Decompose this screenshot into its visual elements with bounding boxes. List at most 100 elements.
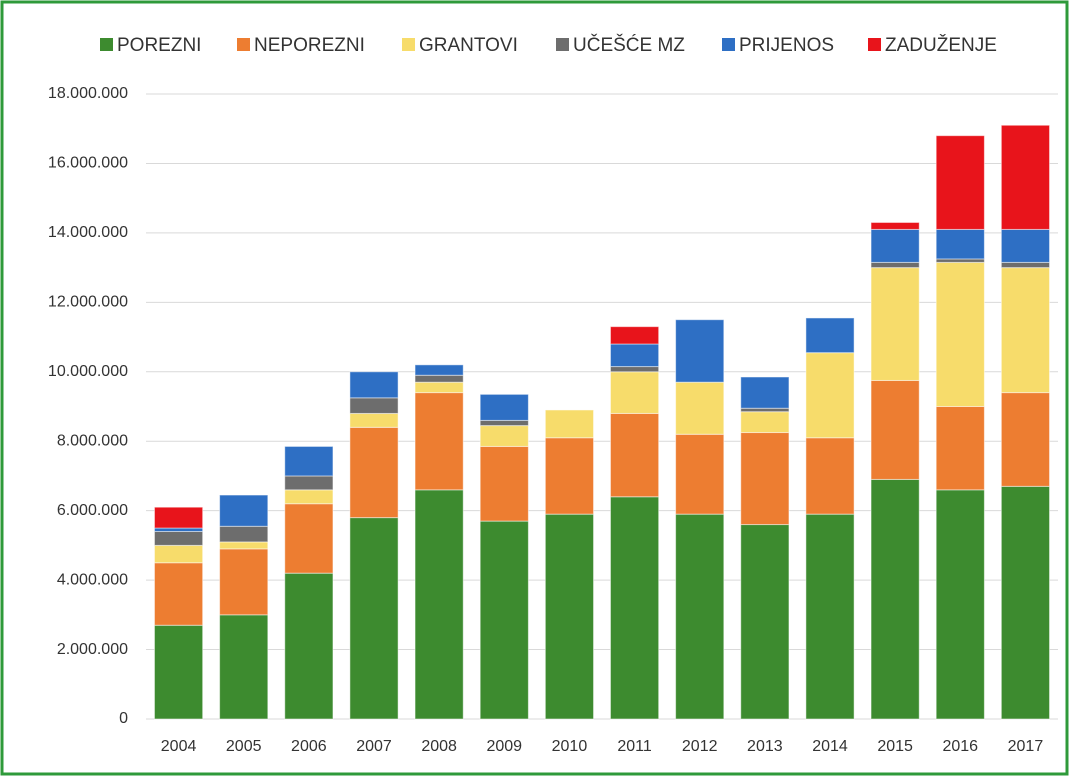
x-tick-label: 2004 xyxy=(161,738,197,755)
x-tick-label: 2013 xyxy=(747,738,783,755)
bar-segment xyxy=(284,572,334,720)
bar-segment xyxy=(153,544,204,564)
bar-segment xyxy=(414,489,464,720)
bar-segment xyxy=(479,419,529,427)
x-tick-label: 2015 xyxy=(877,738,913,755)
bar-segment xyxy=(153,506,204,529)
bar-segment xyxy=(479,425,529,447)
bar-segment xyxy=(284,475,334,491)
bar-segment xyxy=(153,624,204,720)
bar-segment xyxy=(740,411,790,434)
bar-segment xyxy=(609,371,660,414)
y-tick-label: 8.000.000 xyxy=(57,432,128,449)
bar-segment xyxy=(544,513,595,720)
x-tick-label: 2017 xyxy=(1008,738,1044,755)
bar-segment xyxy=(414,364,464,376)
bar-segment xyxy=(935,135,985,230)
bar-segment xyxy=(805,317,855,354)
bar-segment xyxy=(414,374,464,383)
bar-segment xyxy=(935,489,985,720)
bar-segment xyxy=(479,445,529,522)
bar-segment xyxy=(935,258,985,263)
bar-segment xyxy=(675,433,725,515)
bar-segment xyxy=(479,520,529,720)
bar-segment xyxy=(219,525,269,543)
bar-segment xyxy=(349,397,399,414)
bar-segment xyxy=(870,221,920,230)
y-tick-label: 0 xyxy=(119,710,128,727)
bar-segment xyxy=(219,541,269,550)
bar-segment xyxy=(740,524,790,720)
bar-segment xyxy=(870,228,920,263)
bar-segment xyxy=(870,478,920,720)
bar-segment xyxy=(1000,261,1051,269)
y-tick-label: 10.000.000 xyxy=(48,363,128,380)
bar-segment xyxy=(740,407,790,413)
y-tick-label: 12.000.000 xyxy=(48,294,128,311)
legend-swatch xyxy=(868,38,881,51)
bar-segment xyxy=(1000,267,1051,394)
y-tick-label: 16.000.000 xyxy=(48,155,128,172)
legend-label: POREZNI xyxy=(117,35,201,56)
bar-segment xyxy=(870,267,920,381)
x-tick-label: 2005 xyxy=(226,738,262,755)
x-tick-label: 2016 xyxy=(942,738,978,755)
bar-segment xyxy=(219,494,269,527)
bar-segment xyxy=(609,366,660,373)
legend-label: NEPOREZNI xyxy=(254,35,365,56)
bar-segment xyxy=(675,513,725,720)
x-tick-label: 2014 xyxy=(812,738,848,755)
legend-swatch xyxy=(556,38,569,51)
bar-segment xyxy=(1000,228,1051,263)
bar-segment xyxy=(544,437,595,515)
x-tick-label: 2011 xyxy=(617,738,652,755)
bar-segment xyxy=(414,392,464,491)
legend-swatch xyxy=(722,38,735,51)
legend-label: PRIJENOS xyxy=(739,35,834,56)
bar-segment xyxy=(349,371,399,399)
bar-segment xyxy=(349,412,399,428)
bar-segment xyxy=(219,548,269,616)
y-tick-label: 6.000.000 xyxy=(57,502,128,519)
x-tick-label: 2012 xyxy=(682,738,718,755)
bar-segment xyxy=(740,432,790,526)
bar-segment xyxy=(609,412,660,498)
y-tick-label: 18.000.000 xyxy=(48,85,128,102)
y-tick-label: 4.000.000 xyxy=(57,571,128,588)
bar-segment xyxy=(805,437,855,515)
bar-segment xyxy=(935,228,985,260)
bar-segment xyxy=(740,376,790,409)
x-tick-label: 2007 xyxy=(356,738,392,755)
legend-swatch xyxy=(402,38,415,51)
bar-segment xyxy=(935,261,985,407)
bar-segment xyxy=(153,527,204,532)
bar-segment xyxy=(479,393,529,421)
bar-segment xyxy=(153,531,204,546)
y-tick-label: 14.000.000 xyxy=(48,224,128,241)
bar-segment xyxy=(414,381,464,394)
x-tick-label: 2009 xyxy=(486,738,522,755)
legend-label: UČEŠĆE MZ xyxy=(573,34,685,56)
bar-segment xyxy=(219,614,269,720)
bar-segment xyxy=(675,381,725,435)
legend-swatch xyxy=(100,38,113,51)
bar-segment xyxy=(1000,485,1051,720)
bar-segment xyxy=(805,513,855,720)
bar-segment xyxy=(349,426,399,519)
legend-swatch xyxy=(237,38,250,51)
bar-segment xyxy=(805,352,855,439)
legend-label: GRANTOVI xyxy=(419,35,518,56)
x-tick-label: 2010 xyxy=(552,738,588,755)
bar-segment xyxy=(349,517,399,720)
bar-segment xyxy=(935,406,985,491)
y-tick-label: 2.000.000 xyxy=(57,641,128,658)
bar-segment xyxy=(284,503,334,574)
legend: POREZNI NEPOREZNI GRANTOVI UČEŠĆE MZ PRIJENO… xyxy=(100,34,997,56)
bar-segment xyxy=(284,489,334,505)
bar-segment xyxy=(1000,392,1051,487)
bar-segment xyxy=(609,326,660,345)
bar-segment xyxy=(675,319,725,383)
legend-label: ZADUŽENJE xyxy=(885,34,997,56)
